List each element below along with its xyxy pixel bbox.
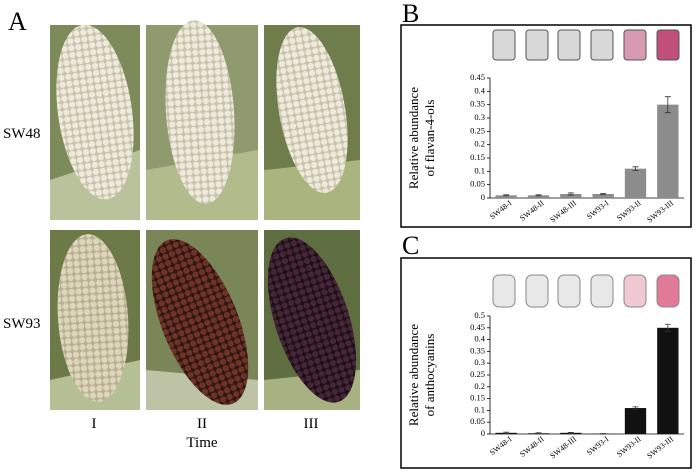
corn-ear <box>151 239 249 405</box>
panel-frame <box>400 257 692 469</box>
error-bar <box>503 194 510 197</box>
photo-grid <box>50 20 360 410</box>
y-axis-title: of flavan-4-ols <box>422 100 437 177</box>
x-tick-label: SW48-II <box>518 434 546 459</box>
y-tick-label: 0 <box>481 428 485 438</box>
y-tick-label: 0.2 <box>474 139 485 149</box>
y-axis-title: Relative abundance <box>406 87 421 189</box>
error-bar <box>600 193 607 195</box>
x-tick-label: SW48-III <box>548 198 578 224</box>
y-tick-label: 0.2 <box>474 381 485 391</box>
corn-ear <box>267 237 357 403</box>
y-tick-label: 0.1 <box>474 165 485 175</box>
column-label: I <box>92 416 97 432</box>
x-tick-label: SW93-I <box>585 198 611 221</box>
bar <box>527 195 550 198</box>
column-label: III <box>304 416 319 432</box>
y-tick-label: 0.15 <box>470 152 485 162</box>
error-bar <box>632 166 639 171</box>
x-tick-label: SW48-I <box>488 198 514 221</box>
bar <box>495 195 517 198</box>
panel-label: C <box>402 231 419 260</box>
bar <box>657 327 679 434</box>
error-bar <box>632 406 639 410</box>
y-tick-label: 0.4 <box>474 85 485 95</box>
bar <box>592 194 614 198</box>
x-tick-label: SW48-III <box>548 434 578 460</box>
error-bar <box>535 194 542 197</box>
bar <box>624 168 647 198</box>
panel-label: A <box>8 7 27 36</box>
y-axis-title: of anthocyanins <box>422 334 437 417</box>
x-axis-title: Time <box>186 435 217 451</box>
corn-ear <box>276 27 348 193</box>
y-tick-label: 0 <box>481 192 485 202</box>
error-bar <box>503 431 510 434</box>
row-label: SW48 <box>3 126 41 142</box>
bar <box>657 104 679 198</box>
corn-ear <box>57 234 129 402</box>
error-bar <box>567 431 574 434</box>
y-tick-label: 0.5 <box>474 310 485 320</box>
bar <box>560 194 582 198</box>
y-tick-label: 0.25 <box>470 369 485 379</box>
x-tick-label: SW93-III <box>645 434 675 460</box>
y-tick-label: 0.45 <box>470 72 485 82</box>
y-tick-label: 0.05 <box>470 416 485 426</box>
error-bar <box>567 192 574 196</box>
y-tick-label: 0.3 <box>474 357 485 367</box>
y-tick-label: 0.45 <box>470 322 485 332</box>
y-tick-label: 0.4 <box>474 334 485 344</box>
panel-frame <box>400 24 692 228</box>
x-tick-label: SW48-II <box>518 198 546 223</box>
y-tick-label: 0.3 <box>474 112 485 122</box>
corn-ear <box>56 24 134 200</box>
x-tick-label: SW93-II <box>615 198 643 223</box>
x-tick-label: SW93-I <box>585 434 611 457</box>
x-tick-label: SW48-I <box>488 434 514 457</box>
error-bar <box>664 323 671 332</box>
panel-label: B <box>402 0 419 28</box>
row-label: SW93 <box>3 316 41 332</box>
error-bar <box>535 432 542 435</box>
column-label: II <box>197 416 207 432</box>
y-tick-label: 0.05 <box>470 179 485 189</box>
y-tick-label: 0.15 <box>470 393 485 403</box>
x-tick-label: SW93-II <box>615 434 643 459</box>
x-tick-label: SW93-III <box>645 198 675 224</box>
y-tick-label: 0.1 <box>474 404 485 414</box>
corn-ear <box>165 20 235 204</box>
y-tick-label: 0.35 <box>470 345 485 355</box>
error-bar <box>664 96 671 114</box>
tubes <box>492 29 680 308</box>
y-tick-label: 0.25 <box>470 125 485 135</box>
bar <box>624 408 647 434</box>
y-axis-title: Relative abundance <box>406 324 421 426</box>
y-tick-label: 0.35 <box>470 99 485 109</box>
